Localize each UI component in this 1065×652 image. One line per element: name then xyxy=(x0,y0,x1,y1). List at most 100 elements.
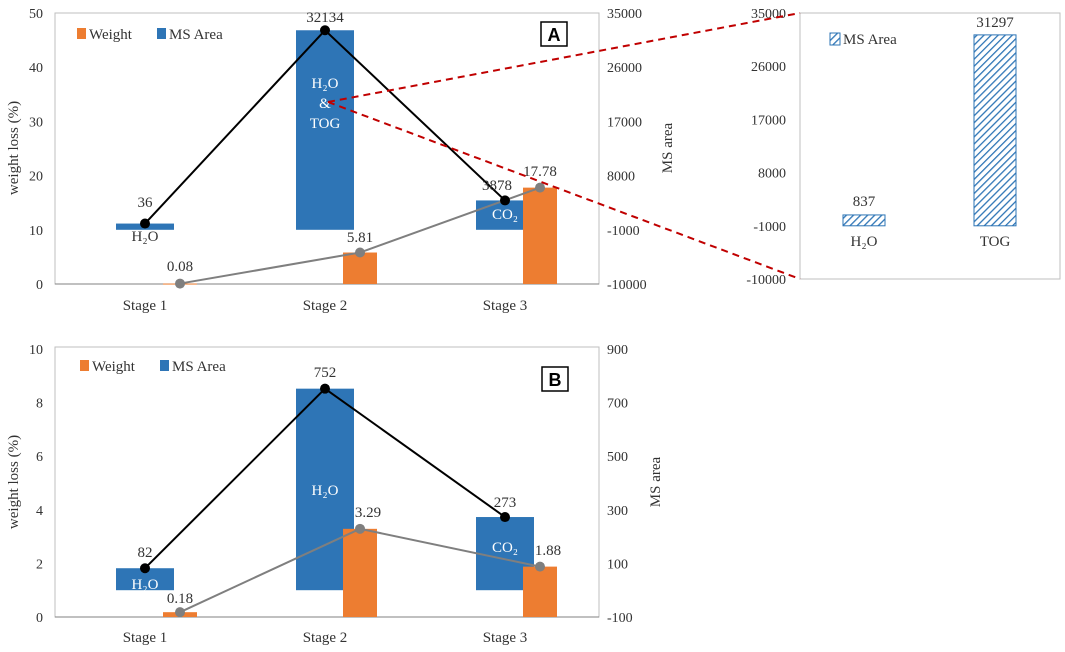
panel-b-tag-box xyxy=(541,366,569,392)
panel-b-category-label: Stage 2 xyxy=(303,630,348,646)
panel-b-legend-swatch-weight xyxy=(80,360,89,371)
panel-a-tag-box xyxy=(540,21,568,47)
panel-b-y2tick: -100 xyxy=(607,611,633,626)
panel-a-weight-point xyxy=(355,247,365,258)
panel-b-weight-bar xyxy=(523,566,557,617)
panel-a-weight-value-label: 17.78 xyxy=(523,164,557,180)
zoom-category-label: H₂O xyxy=(851,234,878,250)
panel-a-ms-point xyxy=(140,218,150,229)
panel-a-category-label: Stage 3 xyxy=(483,298,528,314)
panel-b-ms-value-label: 82 xyxy=(138,545,153,561)
zoom-ytick: -1000 xyxy=(753,220,786,235)
panel-a-gas-label: H₂O xyxy=(312,76,339,92)
panel-a-ytick: 0 xyxy=(36,278,43,293)
panel-a-ytick: 30 xyxy=(29,115,43,130)
panel-b-gas-label: H₂O xyxy=(132,577,159,593)
panel-b-tag: B xyxy=(549,370,562,390)
panel-a-y2tick: -1000 xyxy=(607,224,640,239)
panel-b-gas-label: H₂O xyxy=(312,483,339,499)
panel-b-ylabel: weight loss (%) xyxy=(6,435,22,529)
panel-a-ytick: 50 xyxy=(29,7,43,22)
zoom-ytick: 17000 xyxy=(751,113,786,128)
panel-a-gas-label: H₂O xyxy=(132,229,159,245)
panel-b-gas-label: CO₂ xyxy=(492,540,518,556)
zoom-connector-top xyxy=(327,12,801,103)
panel-b-ytick: 2 xyxy=(36,557,43,572)
panel-b-ms-bar xyxy=(116,568,174,591)
zoom-connector-bottom xyxy=(327,101,801,280)
panel-b-y2tick: 700 xyxy=(607,397,628,412)
panel-a-gas-label: & xyxy=(319,96,331,112)
panel-b-y2tick: 100 xyxy=(607,557,628,572)
panel-b-category-label: Stage 3 xyxy=(483,630,528,646)
zoom-ms-bar xyxy=(842,214,886,227)
panel-b-weight-point xyxy=(355,523,365,534)
panel-b-ms-point xyxy=(320,383,330,394)
panel-a-tag: A xyxy=(548,25,561,45)
panel-a-y2tick: 17000 xyxy=(607,115,642,130)
panel-b-legend-swatch-ms xyxy=(160,360,169,371)
panel-a-weight-value-label: 0.08 xyxy=(167,259,193,275)
panel-a-y2tick: -10000 xyxy=(607,278,647,293)
panel-a-y2label: MS area xyxy=(660,122,676,173)
panel-b-y2label: MS area xyxy=(648,456,664,507)
panel-b-ytick: 4 xyxy=(36,504,43,519)
panel-b-ms-point xyxy=(140,563,150,574)
panel-b: 0 2 4 6 8 10 -100 100 300 500 700 900 we… xyxy=(6,343,664,646)
panel-a-ytick: 40 xyxy=(29,61,43,76)
panel-b-ms-value-label: 273 xyxy=(494,495,517,511)
panel-a-y2tick: 26000 xyxy=(607,61,642,76)
zoom-ytick: 8000 xyxy=(758,167,786,182)
panel-b-ms-point xyxy=(500,512,510,523)
panel-a-ytick: 10 xyxy=(29,224,43,239)
panel-a-y2tick: 35000 xyxy=(607,7,642,22)
panel-a-ms-value-label: 36 xyxy=(138,195,154,211)
panel-a-weight-bar xyxy=(343,252,377,284)
panel-a-weight-value-label: 5.81 xyxy=(347,230,373,246)
panel-a-ytick: 20 xyxy=(29,170,43,185)
panel-b-y2tick: 900 xyxy=(607,343,628,358)
panel-b-ytick: 6 xyxy=(36,450,43,465)
panel-b-ytick: 8 xyxy=(36,397,43,412)
zoom-value-label: 837 xyxy=(853,194,876,210)
panel-a-ms-value-label: 32134 xyxy=(306,10,344,26)
panel-a-legend-swatch-ms xyxy=(157,28,166,39)
panel-a-legend-label: MS Area xyxy=(169,27,223,43)
panel-a-gas-label: TOG xyxy=(310,116,341,132)
zoom-legend-label: MS Area xyxy=(843,32,897,48)
panel-a-ms-bar xyxy=(296,30,354,230)
panel-a-ms-point xyxy=(320,25,330,36)
panel-b-legend-label: Weight xyxy=(92,359,136,375)
panel-b-y2tick: 500 xyxy=(607,450,628,465)
panel-b-weight-value-label: 0.18 xyxy=(167,591,193,607)
panel-a-category-label: Stage 1 xyxy=(123,298,168,314)
panel-a-y2tick: 8000 xyxy=(607,170,635,185)
panel-a-weight-point xyxy=(175,278,185,289)
zoom-value-label: 31297 xyxy=(976,15,1014,31)
panel-a-legend-label: Weight xyxy=(89,27,133,43)
panel-a-legend-swatch-weight xyxy=(77,28,86,39)
panel-b-weight-value-label: 3.29 xyxy=(355,505,381,521)
panel-b-legend-label: MS Area xyxy=(172,359,226,375)
panel-b-category-label: Stage 1 xyxy=(123,630,168,646)
zoom-category-label: TOG xyxy=(980,234,1011,250)
panel-b-weight-point xyxy=(535,561,545,572)
panel-a: 0 10 20 30 40 50 -10000 -1000 8000 17000… xyxy=(6,7,676,314)
panel-b-ms-value-label: 752 xyxy=(314,365,337,381)
zoom-frame xyxy=(799,12,1061,280)
zoom-ms-bar xyxy=(973,34,1017,227)
zoom-ytick: -10000 xyxy=(746,273,786,288)
zoom-ytick: 26000 xyxy=(751,60,786,75)
panel-b-ytick: 10 xyxy=(29,343,43,358)
panel-b-ytick: 0 xyxy=(36,611,43,626)
panel-b-weight-value-label: 1.88 xyxy=(535,543,561,559)
panel-b-weight-bar xyxy=(343,528,377,617)
panel-a-gas-label: CO₂ xyxy=(492,207,518,223)
zoom-legend-swatch xyxy=(829,32,841,46)
panel-b-weight-point xyxy=(175,607,185,618)
panel-a-weight-point xyxy=(535,182,545,193)
panel-a-category-label: Stage 2 xyxy=(303,298,348,314)
panel-b-y2tick: 300 xyxy=(607,504,628,519)
panel-a-ms-value-label: 3878 xyxy=(482,178,512,194)
